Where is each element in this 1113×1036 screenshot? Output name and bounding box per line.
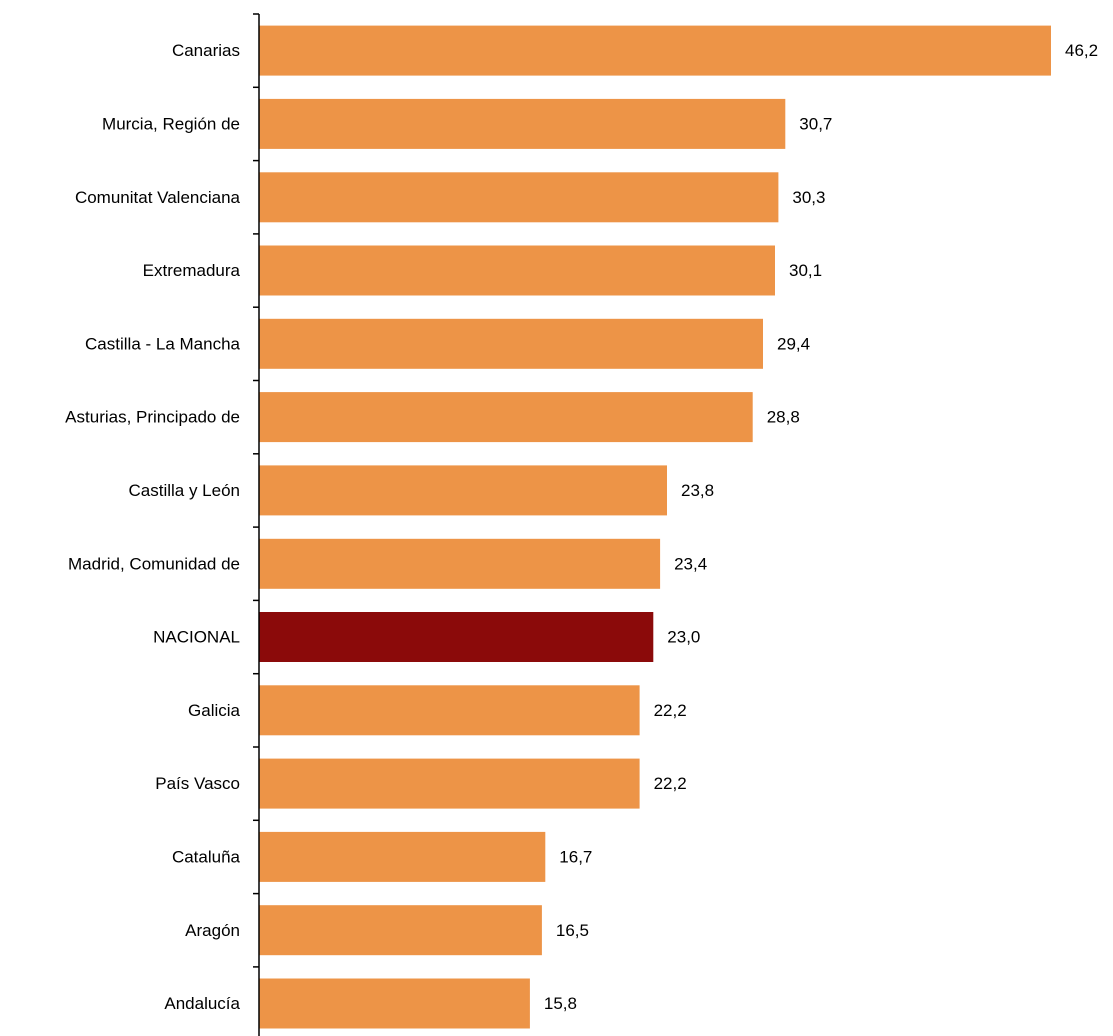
bars bbox=[259, 25, 1051, 1029]
category-label: Asturias, Principado de bbox=[65, 408, 240, 427]
value-label: 23,8 bbox=[681, 481, 714, 500]
bar-asturias-principado-de bbox=[259, 392, 753, 443]
bar-galicia bbox=[259, 685, 640, 736]
bar-murcia-region-de bbox=[259, 98, 786, 149]
value-label: 30,1 bbox=[789, 261, 822, 280]
bar-nacional bbox=[259, 612, 654, 662]
category-label: Castilla y León bbox=[128, 481, 240, 500]
category-label: Cataluña bbox=[172, 847, 241, 866]
value-label: 16,7 bbox=[559, 847, 592, 866]
category-label: Extremadura bbox=[143, 261, 241, 280]
value-label: 23,4 bbox=[674, 554, 707, 573]
category-label: Murcia, Región de bbox=[102, 114, 240, 133]
bar-aragon bbox=[259, 905, 542, 956]
value-label: 30,7 bbox=[799, 114, 832, 133]
bar-comunitat-valenciana bbox=[259, 172, 779, 223]
category-label: País Vasco bbox=[155, 774, 240, 793]
value-label: 23,0 bbox=[667, 628, 700, 647]
category-label: Madrid, Comunidad de bbox=[68, 554, 240, 573]
category-label: Canarias bbox=[172, 41, 240, 60]
category-label: Castilla - La Mancha bbox=[85, 334, 241, 353]
bar-canarias bbox=[259, 25, 1051, 76]
bar-castilla-y-leon bbox=[259, 465, 667, 516]
value-label: 22,2 bbox=[654, 701, 687, 720]
category-label: NACIONAL bbox=[153, 628, 240, 647]
bar-cataluna bbox=[259, 831, 546, 882]
value-label: 22,2 bbox=[654, 774, 687, 793]
bar-castilla-la-mancha bbox=[259, 318, 763, 369]
value-label: 28,8 bbox=[767, 408, 800, 427]
category-labels: Canarias Murcia, Región de Comunitat Valen… bbox=[65, 41, 240, 1013]
value-label: 15,8 bbox=[544, 994, 577, 1013]
value-label: 16,5 bbox=[556, 921, 589, 940]
value-label: 46,2 bbox=[1065, 41, 1098, 60]
bar-andalucia bbox=[259, 978, 530, 1029]
y-axis bbox=[253, 13, 260, 1036]
value-label: 30,3 bbox=[792, 188, 825, 207]
bar-madrid-comunidad-de bbox=[259, 538, 661, 589]
value-label: 29,4 bbox=[777, 334, 810, 353]
category-label: Galicia bbox=[188, 701, 241, 720]
category-label: Andalucía bbox=[164, 994, 240, 1013]
category-label: Aragón bbox=[185, 921, 240, 940]
category-label: Comunitat Valenciana bbox=[75, 188, 241, 207]
bar-pais-vasco bbox=[259, 758, 640, 809]
value-labels: 46,2 30,7 30,3 30,1 29,4 28,8 23,8 23,4 23,0 22,2… bbox=[544, 41, 1098, 1013]
bar-extremadura bbox=[259, 245, 775, 296]
